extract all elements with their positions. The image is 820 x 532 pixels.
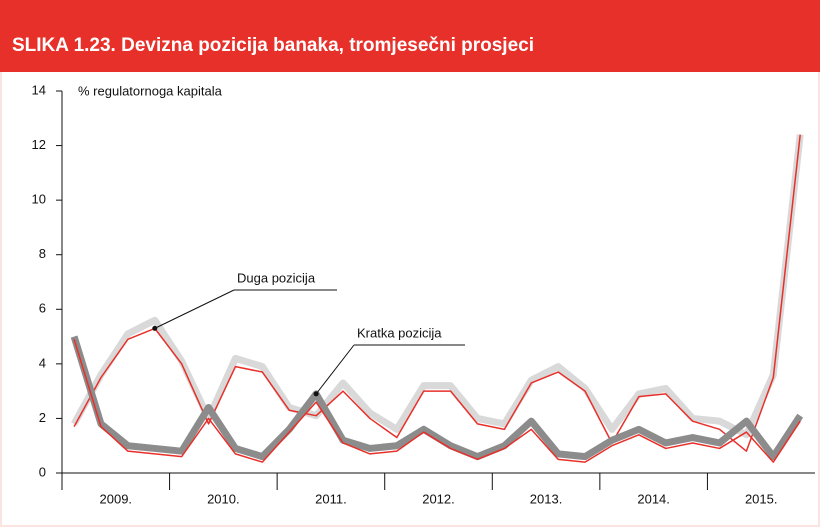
y-axis-label: % regulatornoga kapitala [78, 83, 223, 98]
chart-title: SLIKA 1.23. Devizna pozicija banaka, tro… [12, 35, 534, 56]
x-tick-label: 2014. [637, 491, 670, 506]
x-tick-label: 2013. [530, 491, 563, 506]
x-tick-label: 2015. [745, 491, 778, 506]
y-tick-label: 8 [39, 246, 46, 261]
y-tick-label: 10 [32, 192, 46, 207]
leader-line [154, 289, 235, 329]
x-tick-label: 2011. [315, 491, 347, 506]
y-tick-label: 0 [39, 464, 46, 479]
y-tick-label: 12 [32, 137, 46, 152]
y-tick-label: 6 [39, 301, 46, 316]
leader-dot [152, 325, 158, 331]
series-label: Duga pozicija [237, 270, 316, 285]
series-label: Kratka pozicija [357, 325, 442, 340]
x-tick-label: 2012. [422, 491, 455, 506]
y-tick-label: 14 [32, 82, 46, 97]
x-tick-label: 2010. [207, 491, 240, 506]
series-line [70, 335, 804, 461]
y-tick-label: 4 [39, 355, 46, 370]
series-line [73, 134, 801, 452]
series-line [73, 339, 801, 463]
leader-dot [313, 391, 319, 397]
header [0, 0, 820, 72]
series-line [71, 134, 804, 439]
plot-bg [2, 72, 818, 525]
y-tick-label: 2 [39, 410, 46, 425]
x-tick-label: 2009. [100, 491, 133, 506]
leader-line [315, 344, 355, 395]
